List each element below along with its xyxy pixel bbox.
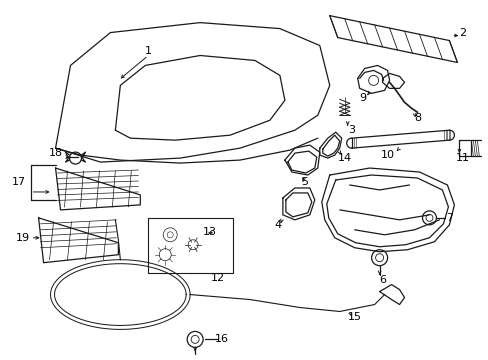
Text: 16: 16 xyxy=(215,334,228,345)
Text: 15: 15 xyxy=(347,312,361,323)
Text: 18: 18 xyxy=(48,148,62,158)
Text: 14: 14 xyxy=(337,153,351,163)
Text: 19: 19 xyxy=(16,233,30,243)
Text: 6: 6 xyxy=(378,275,386,285)
Text: 8: 8 xyxy=(413,113,420,123)
Text: 9: 9 xyxy=(358,93,366,103)
Text: 11: 11 xyxy=(454,153,468,163)
Text: 2: 2 xyxy=(458,28,465,37)
Text: 3: 3 xyxy=(347,125,354,135)
Bar xyxy=(148,218,233,273)
Text: 7: 7 xyxy=(445,213,452,223)
Text: 17: 17 xyxy=(12,177,26,187)
Text: 12: 12 xyxy=(211,273,224,283)
Text: 4: 4 xyxy=(274,220,281,230)
Text: 13: 13 xyxy=(203,227,217,237)
Text: 10: 10 xyxy=(380,150,394,160)
Text: 5: 5 xyxy=(301,177,308,187)
Text: 1: 1 xyxy=(144,45,151,55)
